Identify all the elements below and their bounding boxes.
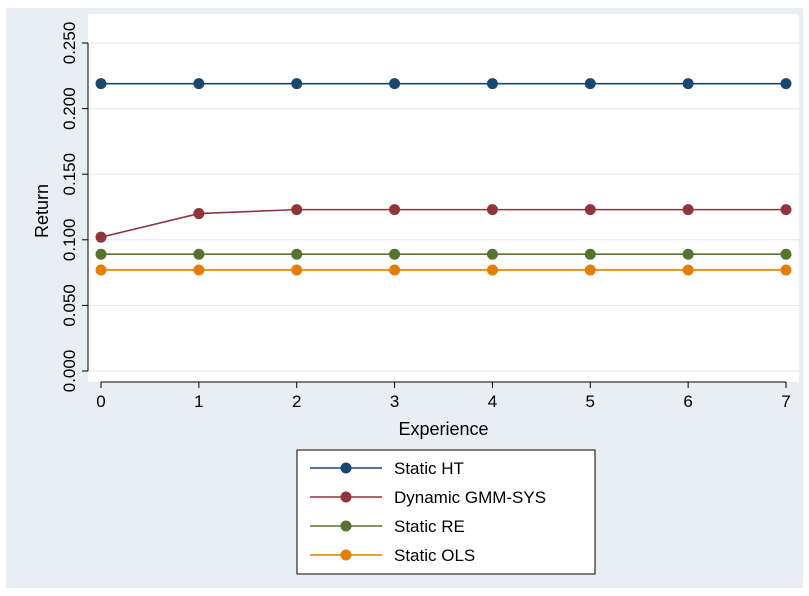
y-tick-label: 0.150 xyxy=(60,153,79,196)
data-point xyxy=(584,204,596,216)
data-point xyxy=(291,264,303,276)
data-point xyxy=(682,204,694,216)
legend-swatch-marker xyxy=(340,491,352,503)
legend-label: Static HT xyxy=(394,459,464,478)
legend-label: Static OLS xyxy=(394,546,475,565)
data-point xyxy=(780,204,792,216)
x-tick-label: 5 xyxy=(586,392,595,411)
data-point xyxy=(486,78,498,90)
y-axis-title: Return xyxy=(32,184,52,238)
data-point xyxy=(682,78,694,90)
series-static-re xyxy=(95,248,792,260)
data-point xyxy=(682,248,694,260)
data-point xyxy=(193,248,205,260)
legend-swatch-marker xyxy=(340,520,352,532)
data-point xyxy=(291,248,303,260)
y-tick-label: 0.000 xyxy=(60,350,79,393)
data-point xyxy=(389,248,401,260)
plot-area xyxy=(88,14,799,382)
axes xyxy=(87,43,786,383)
gridlines xyxy=(88,42,799,372)
data-point xyxy=(95,248,107,260)
data-point xyxy=(584,248,596,260)
series-line xyxy=(100,208,786,238)
data-point xyxy=(193,78,205,90)
legend-swatch-marker xyxy=(340,462,352,474)
data-point xyxy=(780,264,792,276)
x-tick-label: 2 xyxy=(292,392,301,411)
data-point xyxy=(389,264,401,276)
data-point xyxy=(486,204,498,216)
data-point xyxy=(780,78,792,90)
data-point xyxy=(584,78,596,90)
x-tick-label: 1 xyxy=(194,392,203,411)
y-tick-label: 0.100 xyxy=(60,219,79,262)
data-point xyxy=(486,264,498,276)
x-tick-label: 7 xyxy=(781,392,790,411)
series-static-ht xyxy=(95,78,792,90)
x-tick-label: 3 xyxy=(390,392,399,411)
data-point xyxy=(95,78,107,90)
data-point xyxy=(780,248,792,260)
series-dynamic-gmm-sys xyxy=(95,204,792,243)
series-lines xyxy=(95,78,792,276)
data-point xyxy=(193,264,205,276)
data-point xyxy=(682,264,694,276)
legend-swatch-marker xyxy=(340,549,352,561)
series-static-ols xyxy=(95,264,792,276)
x-tick-label: 0 xyxy=(96,392,105,411)
data-point xyxy=(584,264,596,276)
data-point xyxy=(291,204,303,216)
legend-label: Dynamic GMM-SYS xyxy=(394,488,546,507)
x-tick-label: 6 xyxy=(683,392,692,411)
data-point xyxy=(193,208,205,220)
legend-label: Static RE xyxy=(394,517,465,536)
data-point xyxy=(291,78,303,90)
data-point xyxy=(389,78,401,90)
y-tick-label: 0.200 xyxy=(60,87,79,130)
data-point xyxy=(486,248,498,260)
data-point xyxy=(389,204,401,216)
x-axis-title: Experience xyxy=(398,419,488,439)
axis-ticks: 0.000 0.050 0.100 0.150 0.200 0.250 0 1 2 3 4 5 6 7 xyxy=(60,22,791,411)
legend: Static HT Dynamic GMM-SYS Static RE Static … xyxy=(296,449,596,575)
y-tick-label: 0.250 xyxy=(60,22,79,65)
y-tick-label: 0.050 xyxy=(60,284,79,327)
data-point xyxy=(95,231,107,243)
data-point xyxy=(95,264,107,276)
x-tick-label: 4 xyxy=(488,392,497,411)
